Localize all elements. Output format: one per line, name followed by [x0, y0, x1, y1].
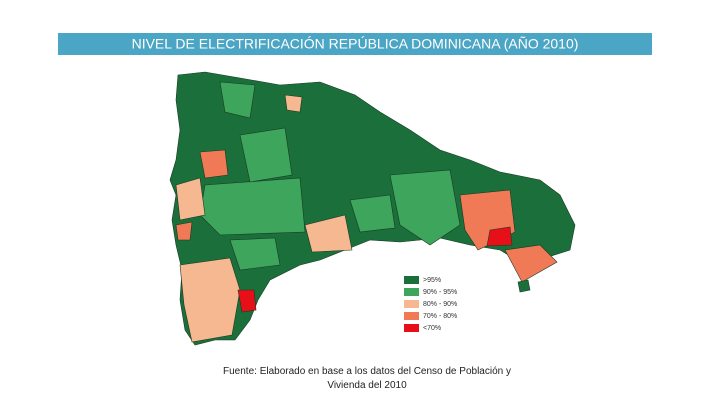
legend-swatch: [404, 276, 419, 284]
region: [239, 127, 293, 183]
region: [179, 257, 241, 343]
region: [199, 149, 229, 179]
legend-label: 80% - 90%: [423, 301, 457, 308]
legend-swatch: [404, 300, 419, 308]
region: [175, 221, 193, 241]
region: [304, 214, 353, 253]
region: [175, 177, 206, 221]
region: [237, 289, 257, 313]
legend-swatch: [404, 324, 419, 332]
title: NIVEL DE ELECTRIFICACIÓN REPÚBLICA DOMIN…: [132, 36, 579, 52]
legend-swatch: [404, 288, 419, 296]
source-line: Fuente: Elaborado en base a los datos de…: [223, 366, 511, 377]
region: [504, 244, 558, 283]
region: [229, 237, 281, 271]
legend-label: 90% - 95%: [423, 289, 457, 296]
legend-label: <70%: [423, 325, 441, 332]
region: [486, 226, 513, 247]
title-bar: [58, 33, 652, 55]
island: [517, 279, 531, 293]
legend: >95% 90% - 95% 80% - 90% 70% - 80% <70%: [404, 276, 457, 332]
legend-swatch: [404, 312, 419, 320]
region: [284, 94, 303, 113]
region: [219, 81, 256, 119]
region: [199, 177, 306, 236]
legend-label: 70% - 80%: [423, 313, 457, 320]
region: [389, 169, 461, 246]
legend-label: >95%: [423, 277, 441, 284]
source-line: Vivienda del 2010: [327, 380, 407, 391]
map: [169, 71, 576, 346]
region: [349, 194, 396, 233]
